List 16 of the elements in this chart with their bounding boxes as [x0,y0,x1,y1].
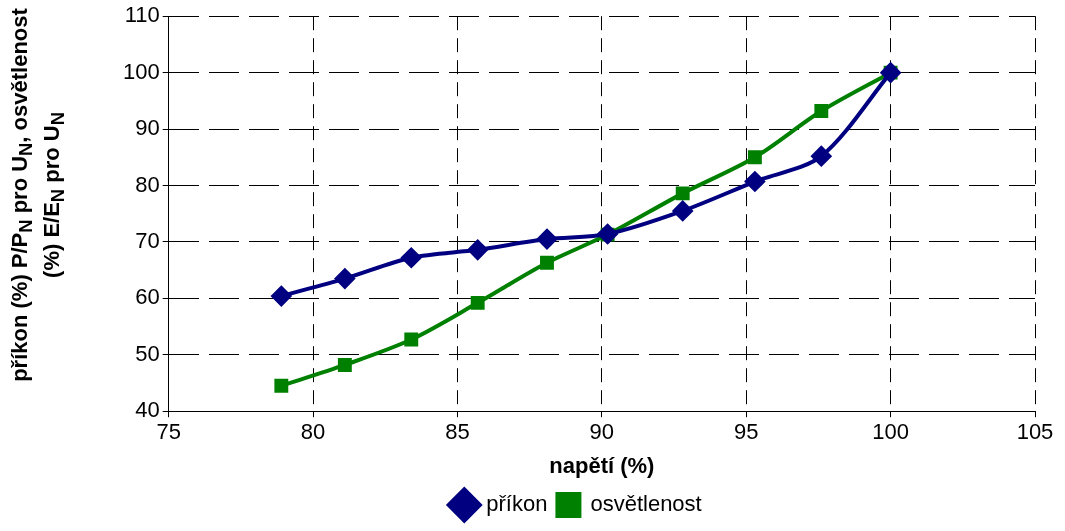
x-tick-label: 80 [300,419,326,445]
legend-label: příkon [486,491,548,517]
x-tick-label: 105 [1016,419,1054,445]
x-tick-label: 95 [733,419,759,445]
x-tick-label: 100 [872,419,909,445]
x-tick-label: 85 [445,419,470,445]
y-tick-label: 70 [135,227,160,253]
x-axis-title: napětí (%) [549,452,655,478]
y-tick-label: 110 [124,2,160,28]
y-tick-label: 100 [122,58,160,84]
legend-label: osvětlenost [590,491,702,517]
x-tick-label: 90 [589,419,615,445]
y-tick-label: 60 [135,284,160,310]
y-tick-label: 90 [135,115,160,141]
y-tick-label: 80 [135,171,160,197]
y-tick-label: 50 [135,340,160,366]
